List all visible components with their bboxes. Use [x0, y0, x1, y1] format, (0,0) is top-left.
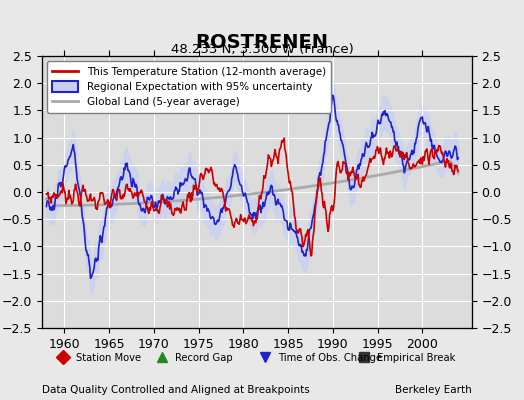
Text: Empirical Break: Empirical Break — [377, 353, 455, 363]
Text: 48.233 N, 3.300 W (France): 48.233 N, 3.300 W (France) — [171, 44, 353, 56]
Legend: This Temperature Station (12-month average), Regional Expectation with 95% uncer: This Temperature Station (12-month avera… — [47, 61, 331, 112]
Text: Data Quality Controlled and Aligned at Breakpoints: Data Quality Controlled and Aligned at B… — [42, 385, 310, 395]
Text: Station Move: Station Move — [77, 353, 141, 363]
Text: Record Gap: Record Gap — [175, 353, 233, 363]
Text: Berkeley Earth: Berkeley Earth — [395, 385, 472, 395]
Text: Time of Obs. Change: Time of Obs. Change — [278, 353, 383, 363]
Text: ROSTRENEN: ROSTRENEN — [195, 32, 329, 52]
